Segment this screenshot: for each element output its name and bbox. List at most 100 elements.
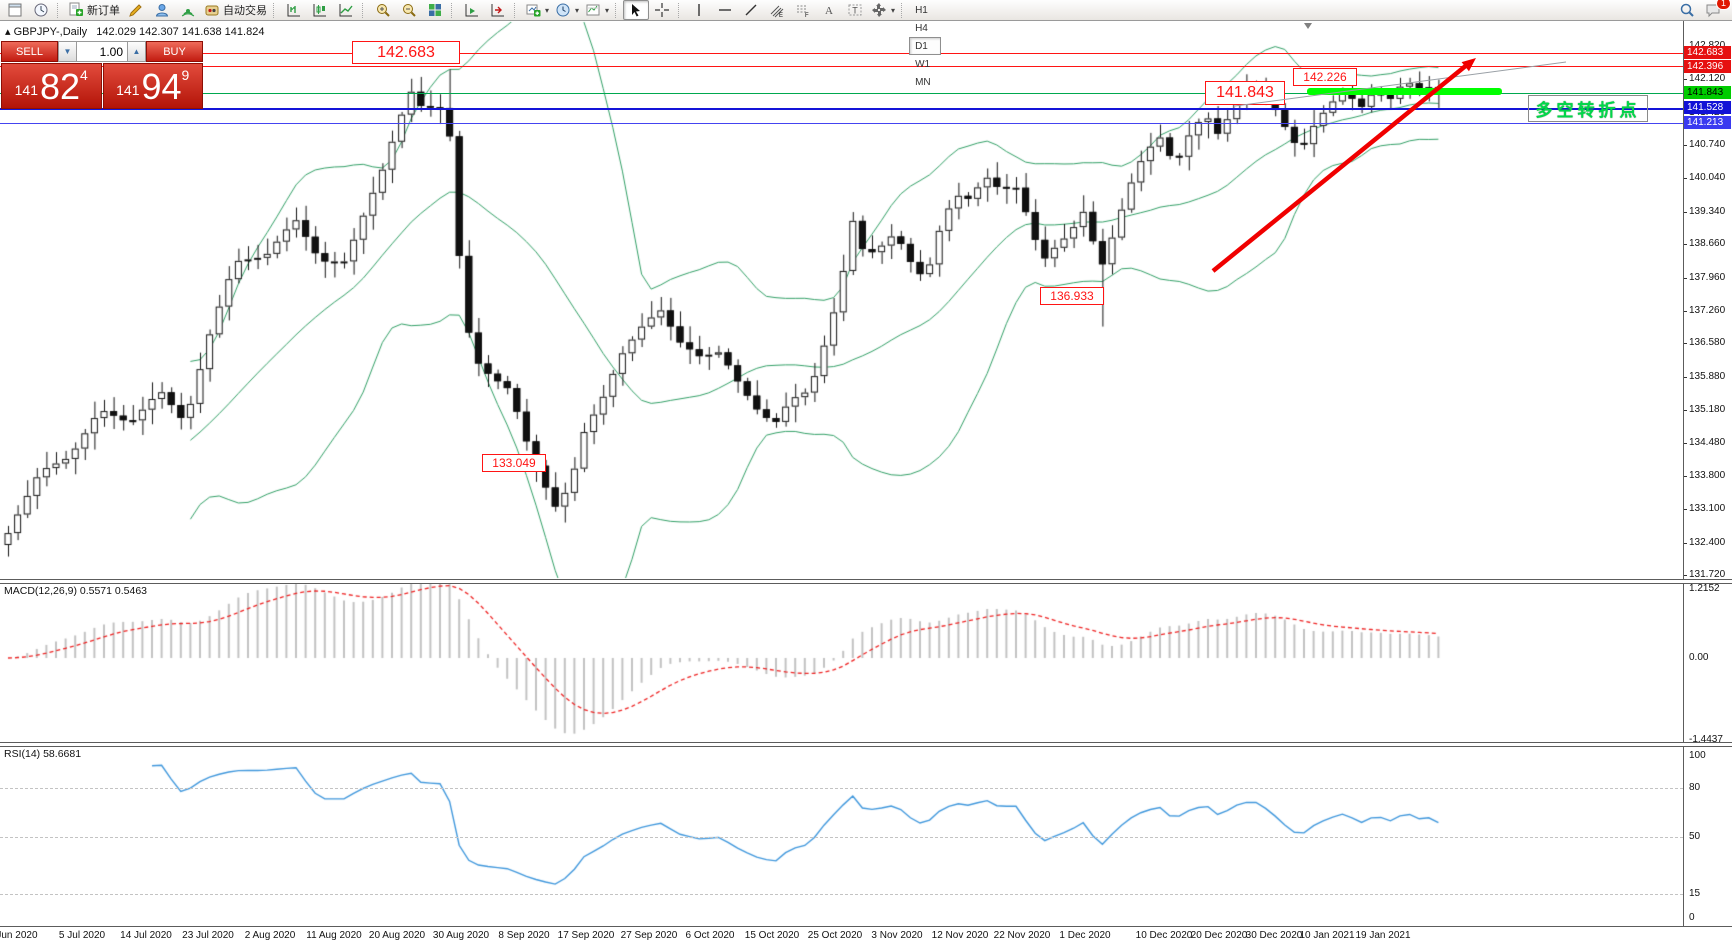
chart-shift-button[interactable] bbox=[485, 0, 511, 20]
price-tick-134.480: 134.480 bbox=[1689, 437, 1726, 448]
price-label-142.683[interactable]: 142.683 bbox=[352, 41, 460, 64]
main-macd-separator[interactable] bbox=[0, 579, 1732, 584]
volume-input[interactable] bbox=[77, 41, 127, 62]
date-label: 27 Sep 2020 bbox=[620, 930, 678, 941]
autotrading-button[interactable]: 自动交易 bbox=[201, 0, 270, 20]
price-label-141.843[interactable]: 141.843 bbox=[1205, 81, 1285, 105]
hline-142.396[interactable] bbox=[0, 66, 1683, 68]
equidistant-channel-tool-button[interactable]: E bbox=[764, 0, 790, 20]
candlestick-button[interactable] bbox=[307, 0, 333, 20]
price-badge-141.843: 141.843 bbox=[1684, 86, 1731, 99]
text-tool-button[interactable]: A bbox=[816, 0, 842, 20]
notifications-button[interactable]: 1 bbox=[1700, 0, 1731, 20]
macd-axis-0.00: 0.00 bbox=[1689, 652, 1709, 663]
notification-count-badge: 1 bbox=[1715, 0, 1731, 10]
templates-button[interactable]: ▾ bbox=[582, 0, 612, 20]
community-button[interactable] bbox=[149, 0, 175, 20]
timeframe-button-w1[interactable]: W1 bbox=[915, 58, 931, 70]
rsi-axis-0: 0 bbox=[1689, 912, 1695, 923]
volume-increase-button[interactable]: ▲ bbox=[127, 41, 146, 62]
hline-141.213[interactable] bbox=[0, 122, 1683, 124]
price-tick-dash bbox=[1683, 244, 1687, 245]
toolbar-separator bbox=[273, 2, 278, 18]
zoom-out-button[interactable] bbox=[396, 0, 422, 20]
price-tick-142.820: 142.820 bbox=[1689, 40, 1725, 51]
timeframe-button-h1[interactable]: H1 bbox=[915, 4, 928, 16]
toolbar-separator bbox=[615, 2, 620, 18]
buy-button[interactable]: BUY bbox=[146, 41, 203, 62]
price-tick-dash bbox=[1683, 343, 1687, 344]
text-label-tool-button[interactable]: T bbox=[842, 0, 868, 20]
new-order-button[interactable]: 新订单 bbox=[65, 0, 123, 20]
metaeditor-button[interactable] bbox=[123, 0, 149, 20]
price-tick-138.660: 138.660 bbox=[1689, 238, 1726, 249]
cursor-tool-button[interactable] bbox=[623, 0, 650, 20]
green-highlight-zone[interactable] bbox=[1307, 88, 1502, 95]
trendline-tool-button[interactable] bbox=[738, 0, 764, 20]
cn-annotation[interactable]: 多空转折点 bbox=[1528, 95, 1648, 122]
svg-text:E: E bbox=[779, 13, 783, 18]
svg-text:F: F bbox=[805, 13, 809, 18]
rsi-axis-50: 50 bbox=[1689, 831, 1701, 842]
crosshair-tool-button[interactable] bbox=[649, 0, 675, 20]
chart-window-button[interactable] bbox=[2, 0, 28, 20]
search-button[interactable] bbox=[1674, 0, 1700, 20]
toolbar-separator bbox=[901, 2, 906, 18]
price-tick-dash bbox=[1683, 443, 1687, 444]
fibonacci-tool-button[interactable]: F bbox=[790, 0, 816, 20]
price-label-142.226[interactable]: 142.226 bbox=[1293, 68, 1357, 86]
periods-button[interactable]: ▾ bbox=[552, 0, 582, 20]
history-center-button[interactable] bbox=[28, 0, 54, 20]
volume-decrease-button[interactable]: ▼ bbox=[58, 41, 77, 62]
horizontal-line-tool-button[interactable] bbox=[712, 0, 738, 20]
new-chart-button[interactable]: ▾ bbox=[522, 0, 552, 20]
price-label-133.049[interactable]: 133.049 bbox=[482, 454, 546, 472]
signals-button[interactable] bbox=[175, 0, 201, 20]
price-tick-dash bbox=[1683, 212, 1687, 213]
price-tick-dash bbox=[1683, 476, 1687, 477]
toolbar-separator bbox=[451, 2, 456, 18]
sell-button[interactable]: SELL bbox=[1, 41, 58, 62]
price-tick-139.340: 139.340 bbox=[1689, 206, 1726, 217]
price-tick-dash bbox=[1683, 410, 1687, 411]
collapse-arrow-icon[interactable]: ▴ bbox=[5, 26, 11, 38]
autotrading-label: 自动交易 bbox=[223, 5, 267, 17]
price-badge-141.528: 141.528 bbox=[1684, 101, 1731, 114]
price-tick-dash bbox=[1683, 79, 1687, 80]
tile-windows-button[interactable] bbox=[422, 0, 448, 20]
price-label-136.933[interactable]: 136.933 bbox=[1040, 287, 1104, 305]
macd-rsi-separator[interactable] bbox=[0, 742, 1732, 747]
auto-scroll-button[interactable] bbox=[459, 0, 485, 20]
price-tick-135.180: 135.180 bbox=[1689, 404, 1726, 415]
date-label: 1 Dec 2020 bbox=[1059, 930, 1111, 941]
date-axis[interactable]: 25 Jun 2020 5 Jul 2020 14 Jul 2020 23 Jul 2… bbox=[0, 926, 1732, 942]
arrows-tool-button[interactable]: ▾ bbox=[868, 0, 898, 20]
cn-annotation-text: 多空转折点 bbox=[1535, 101, 1641, 120]
date-label: 22 Nov 2020 bbox=[993, 930, 1051, 941]
date-label: 8 Sep 2020 bbox=[498, 930, 550, 941]
hline-141.528[interactable] bbox=[0, 107, 1683, 110]
macd-indicator-label: MACD(12,26,9) 0.5571 0.5463 bbox=[4, 585, 148, 597]
toolbar-separator bbox=[57, 2, 62, 18]
timeframe-button-d1[interactable]: D1 bbox=[909, 37, 941, 55]
chart-shift-marker[interactable] bbox=[1304, 23, 1312, 29]
macd-axis-1.2152: 1.2152 bbox=[1689, 583, 1720, 594]
price-tick-dash bbox=[1683, 311, 1687, 312]
bar-chart-button[interactable] bbox=[281, 0, 307, 20]
sell-price-point: 4 bbox=[80, 67, 88, 83]
text-icon: A bbox=[825, 5, 833, 17]
date-label: 25 Oct 2020 bbox=[807, 930, 863, 941]
sell-price-display[interactable]: 141 82 4 bbox=[1, 63, 102, 109]
vertical-line-tool-button[interactable] bbox=[686, 0, 712, 20]
buy-price-display[interactable]: 141 94 9 bbox=[102, 63, 203, 109]
hline-141.843[interactable] bbox=[0, 92, 1683, 94]
zoom-in-button[interactable] bbox=[370, 0, 396, 20]
timeframe-button-mn[interactable]: MN bbox=[915, 76, 931, 88]
rsi-gridline-80 bbox=[0, 788, 1683, 789]
hline-142.683[interactable] bbox=[0, 52, 1683, 54]
zoom-in-icon bbox=[377, 4, 390, 17]
line-chart-button[interactable] bbox=[333, 0, 359, 20]
timeframe-button-h4[interactable]: H4 bbox=[915, 22, 928, 34]
